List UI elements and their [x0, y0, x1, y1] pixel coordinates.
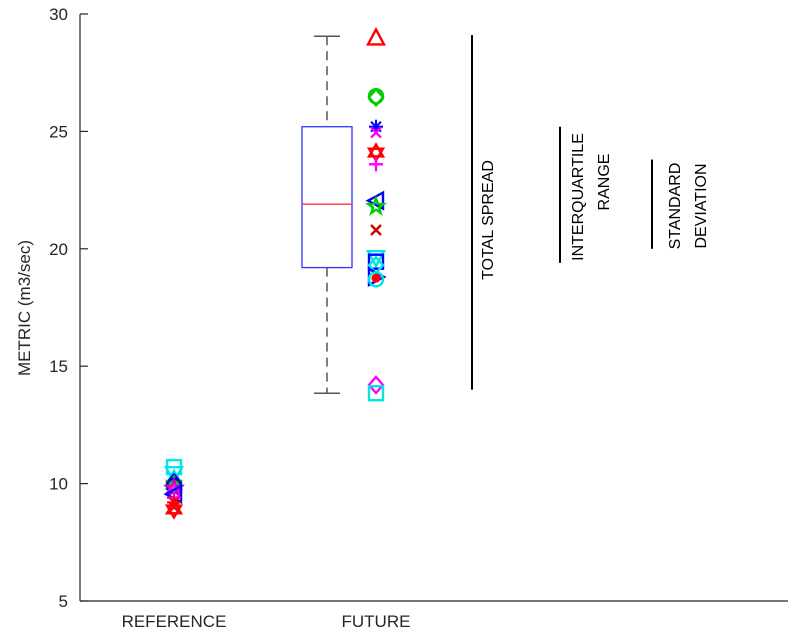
x-tick-label-reference: REFERENCE: [122, 612, 227, 631]
y-axis-title: METRIC (m3/sec): [15, 240, 34, 376]
future-point-5: [366, 142, 386, 163]
total-spread-label: TOTAL SPREAD: [480, 160, 497, 280]
future-point-4: [370, 126, 382, 139]
interquartile-label-line2: RANGE: [596, 154, 613, 211]
standard-deviation-label-line1: STANDARD: [667, 163, 684, 250]
iqr-box: [301, 126, 353, 269]
future-point-16: [367, 375, 385, 395]
future-point-9: [370, 224, 382, 236]
y-tick-label: 20: [49, 240, 68, 259]
reference-point-1: [164, 466, 184, 485]
future-point-15: [371, 273, 381, 283]
y-ticks: 5 10 15 20 25 30: [49, 5, 88, 611]
future-point-10: [365, 249, 387, 269]
y-tick-label: 10: [49, 475, 68, 494]
reference-point-12: [164, 499, 184, 520]
future-point-6: [369, 157, 383, 172]
future-point-11: [367, 253, 385, 270]
future-point-17: [367, 385, 385, 402]
future-point-14: [367, 271, 385, 288]
interquartile-label-line1: INTERQUARTILE: [570, 133, 587, 261]
data-points: [162, 26, 388, 520]
future-point-0: [366, 26, 386, 46]
future-box: [301, 35, 353, 394]
y-tick-label: 25: [49, 122, 68, 141]
future-point-8: [364, 194, 388, 216]
standard-deviation-label-line2: DEVIATION: [693, 163, 710, 248]
y-tick-label: 15: [49, 357, 68, 376]
future-point-2: [367, 87, 385, 108]
y-tick-label: 5: [59, 592, 68, 611]
y-tick-label: 30: [49, 5, 68, 24]
x-tick-label-future: FUTURE: [342, 612, 411, 631]
